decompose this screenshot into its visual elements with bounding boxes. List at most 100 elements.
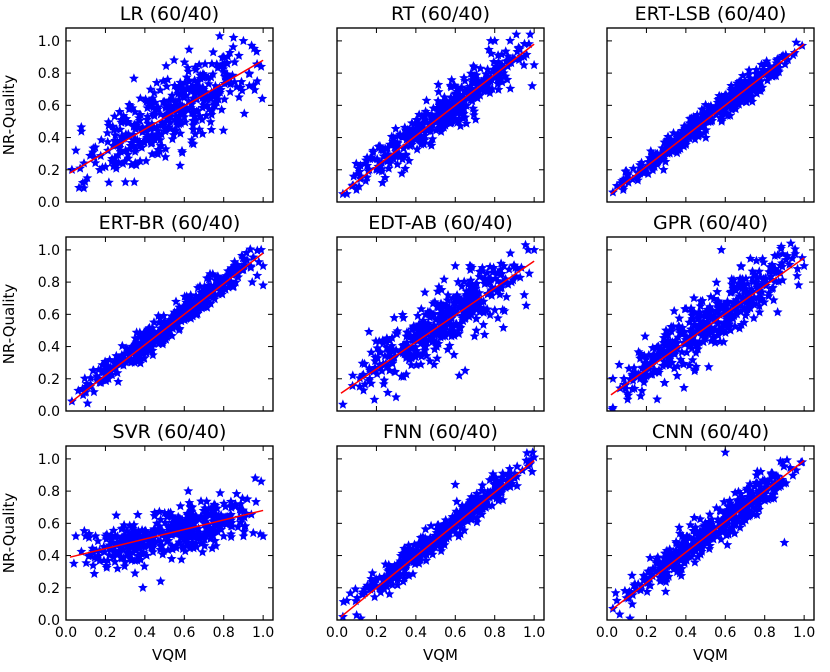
- data-point: [94, 164, 105, 175]
- data-point: [381, 577, 392, 587]
- data-point: [484, 277, 495, 288]
- data-point: [765, 262, 776, 272]
- data-point: [130, 545, 141, 555]
- data-point: [672, 370, 683, 380]
- data-point: [230, 277, 241, 287]
- data-point: [239, 526, 249, 536]
- data-point: [691, 541, 702, 551]
- data-point: [447, 525, 458, 536]
- data-point: [157, 339, 168, 349]
- data-point: [671, 145, 682, 155]
- data-point: [126, 159, 137, 170]
- data-point: [203, 72, 214, 82]
- data-point: [724, 311, 734, 321]
- data-point: [186, 82, 196, 92]
- data-point: [136, 344, 147, 355]
- data-point: [676, 346, 687, 357]
- data-point: [205, 116, 216, 127]
- data-point: [123, 345, 134, 355]
- data-point: [186, 99, 197, 109]
- subplot-title: CNN (60/40): [652, 421, 769, 443]
- data-point: [206, 58, 217, 69]
- data-point: [408, 322, 419, 332]
- data-point: [420, 114, 431, 125]
- data-point: [406, 360, 417, 370]
- data-point: [431, 125, 441, 135]
- data-point: [448, 322, 459, 332]
- data-point: [771, 471, 782, 482]
- data-point: [428, 103, 439, 113]
- data-point: [175, 128, 186, 138]
- x-tick-label: 0.6: [714, 625, 736, 641]
- data-point: [488, 468, 498, 479]
- data-point: [680, 135, 691, 145]
- data-point: [390, 366, 401, 377]
- data-point: [627, 570, 637, 580]
- data-point: [687, 547, 698, 557]
- x-tick-label: 0.4: [134, 625, 156, 641]
- data-point: [722, 539, 733, 550]
- data-point: [70, 531, 81, 541]
- data-point: [212, 503, 223, 513]
- data-point: [686, 128, 697, 139]
- data-point: [210, 535, 220, 546]
- data-point: [726, 274, 737, 284]
- data-point: [212, 526, 223, 536]
- data-point: [452, 296, 462, 306]
- data-point: [637, 385, 647, 396]
- data-point: [489, 35, 500, 46]
- data-point: [419, 287, 430, 297]
- data-point: [799, 260, 810, 271]
- fit-line: [69, 509, 264, 558]
- data-point: [426, 309, 437, 320]
- data-point: [728, 297, 739, 307]
- data-point: [169, 80, 180, 90]
- data-point: [350, 584, 361, 594]
- data-point: [347, 370, 358, 380]
- data-point: [727, 104, 737, 115]
- subplot-title: EDT-AB (60/40): [368, 212, 513, 234]
- data-point: [139, 327, 150, 337]
- data-point: [744, 510, 755, 520]
- data-point: [88, 143, 99, 153]
- data-point: [777, 248, 788, 259]
- scatter-points: [608, 447, 808, 620]
- data-point: [489, 479, 500, 489]
- data-point: [168, 523, 179, 533]
- data-point: [477, 262, 488, 273]
- x-tick-label: 1.0: [793, 625, 815, 641]
- data-point: [88, 365, 98, 375]
- data-point: [338, 188, 348, 199]
- data-point: [89, 386, 99, 397]
- data-point: [141, 550, 152, 560]
- data-point: [138, 136, 148, 147]
- data-point: [370, 581, 380, 591]
- subplot-8: CNN (60/40) 0.0 0.2 0.4 0.6 0.8 1.0 VQM: [596, 421, 815, 664]
- data-point: [513, 42, 524, 52]
- data-point: [740, 89, 751, 99]
- data-point: [694, 319, 705, 329]
- data-point: [754, 499, 765, 509]
- data-point: [454, 370, 465, 380]
- data-point: [167, 540, 177, 551]
- data-point: [719, 496, 729, 507]
- data-point: [242, 494, 253, 504]
- data-point: [627, 599, 638, 609]
- data-point: [225, 516, 235, 526]
- data-point: [767, 68, 778, 78]
- data-point: [153, 133, 163, 143]
- data-point: [367, 568, 378, 578]
- data-point: [351, 184, 362, 194]
- data-point: [747, 91, 757, 102]
- data-point: [383, 163, 394, 173]
- data-point: [139, 342, 150, 353]
- data-point: [421, 549, 432, 560]
- data-point: [105, 369, 116, 379]
- data-point: [411, 349, 422, 359]
- data-point: [644, 580, 654, 590]
- data-point: [235, 498, 246, 509]
- data-point: [97, 366, 107, 376]
- data-point: [364, 326, 374, 336]
- data-point: [68, 558, 79, 568]
- data-point: [519, 289, 530, 300]
